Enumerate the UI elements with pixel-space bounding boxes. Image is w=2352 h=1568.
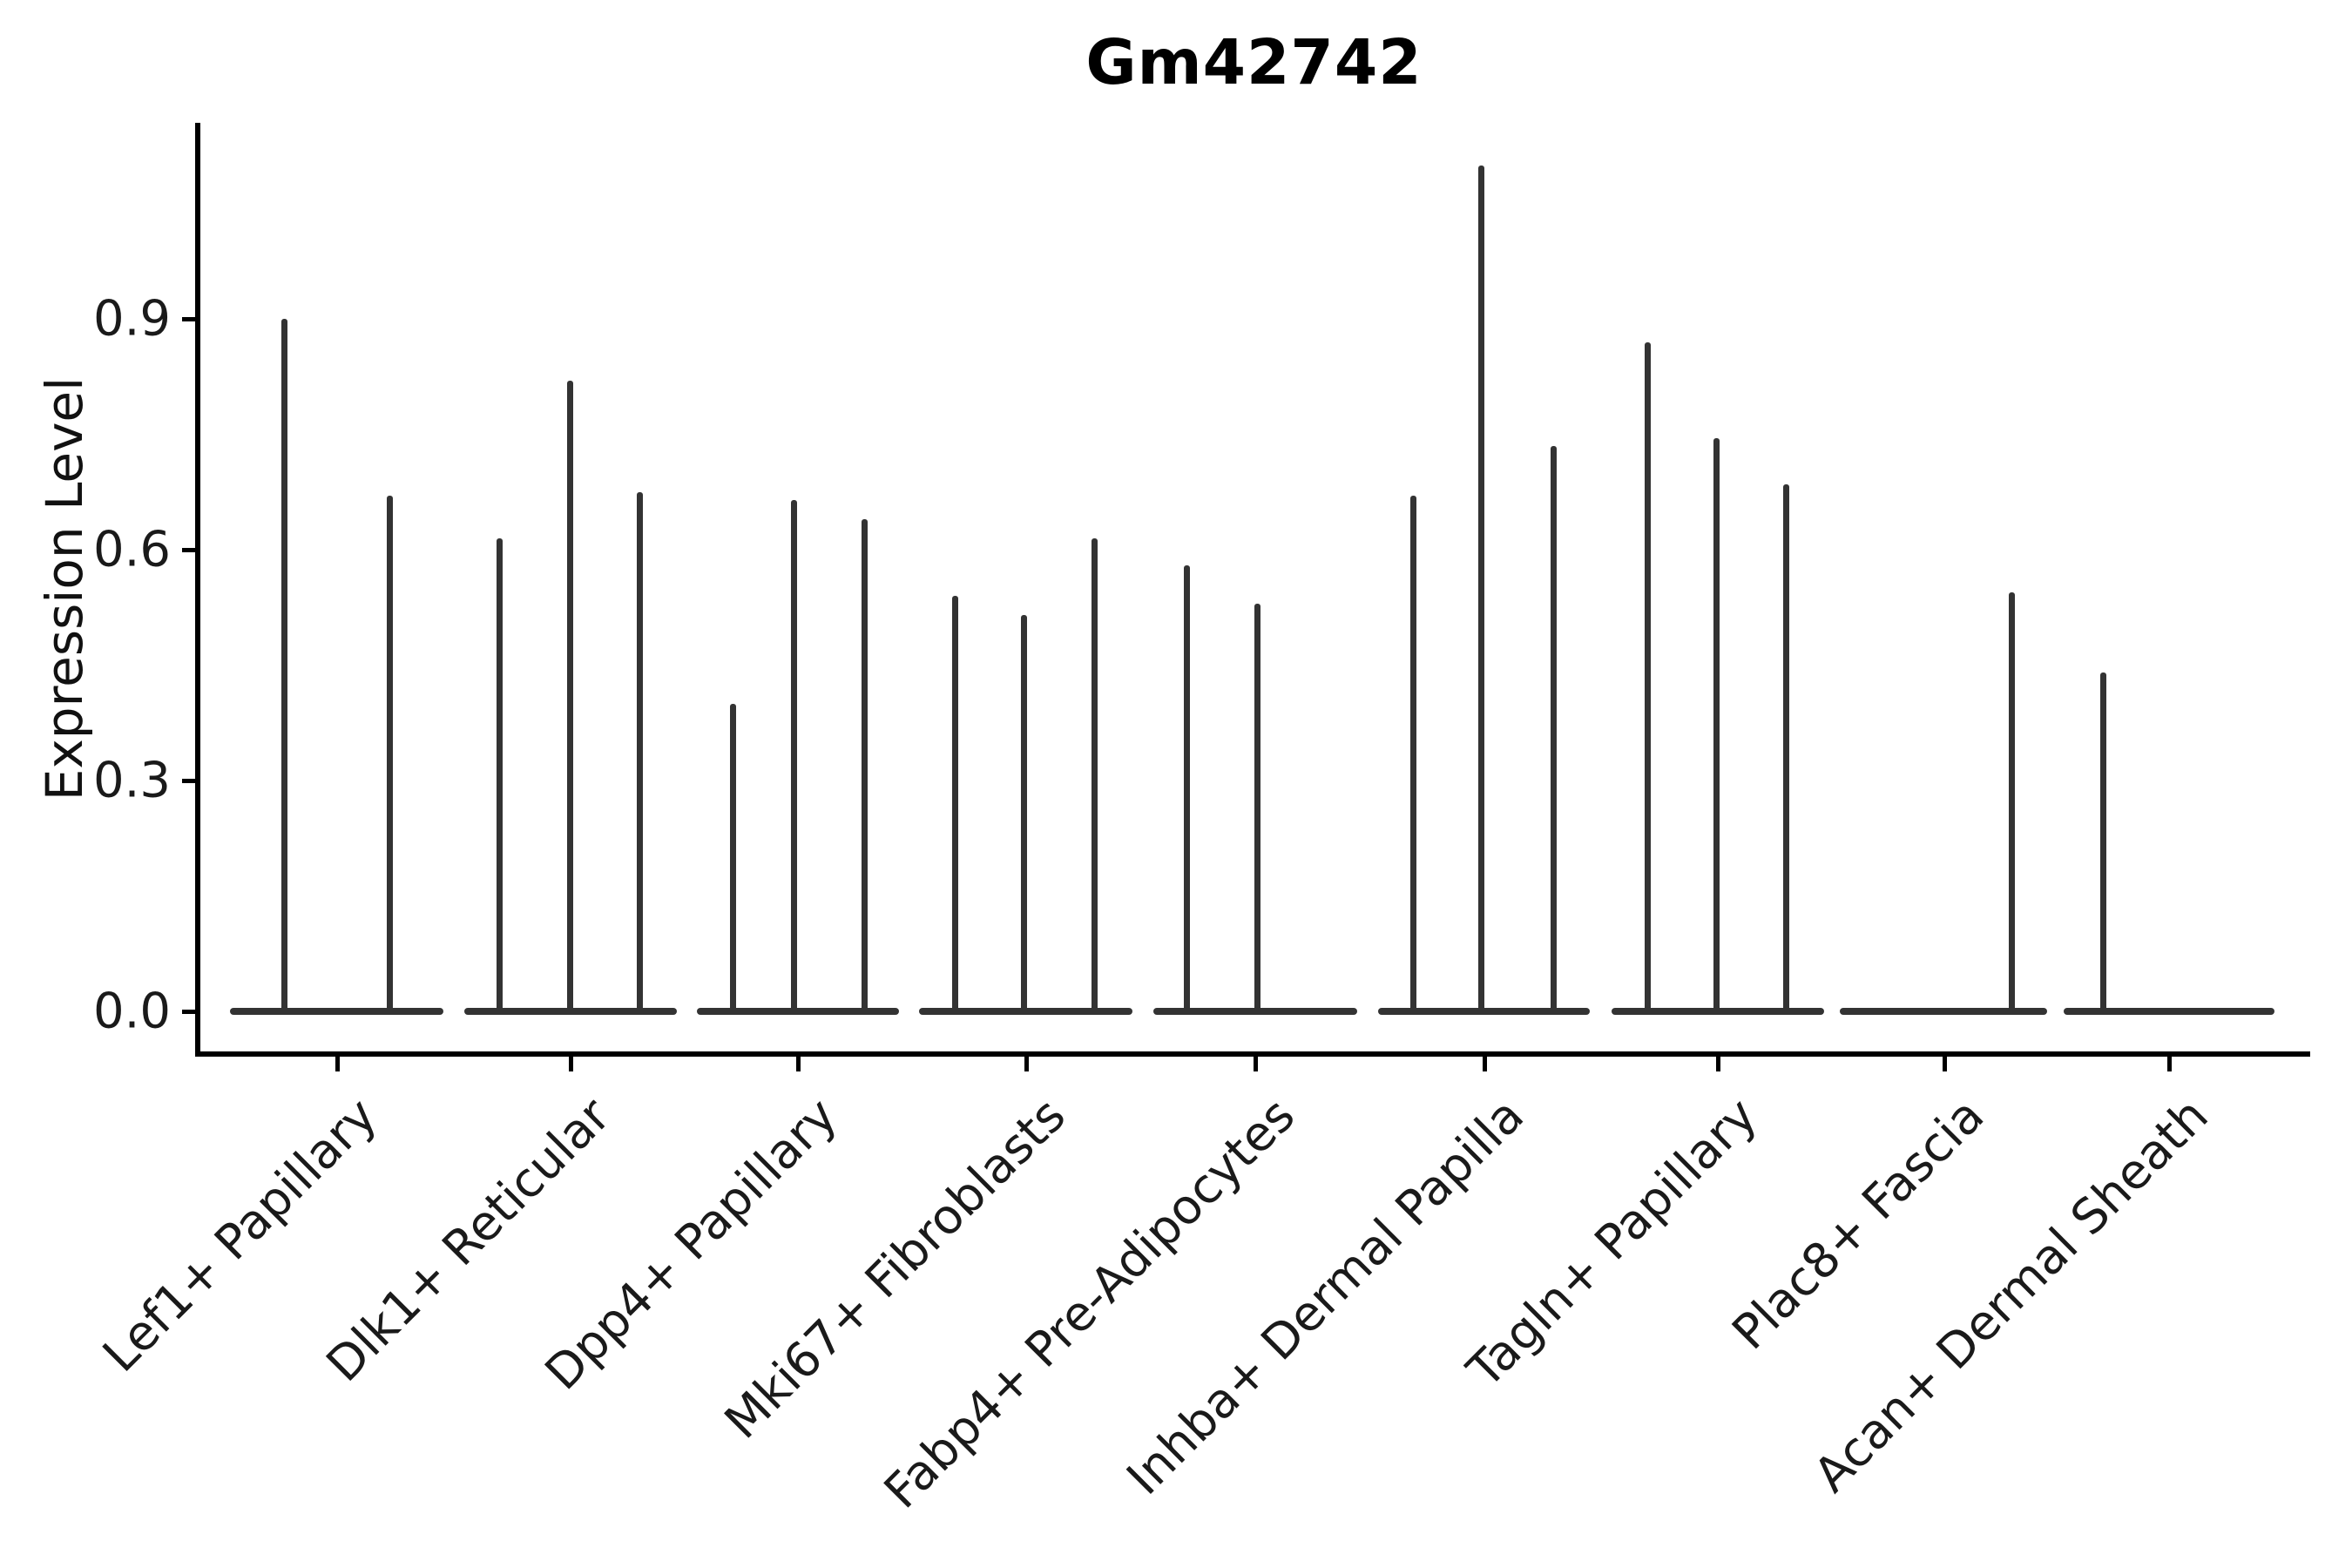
- violin-baseline: [230, 1008, 443, 1015]
- violin-spike: [1020, 615, 1027, 1013]
- violin-spike: [1713, 438, 1720, 1013]
- violin-spike: [1183, 564, 1190, 1013]
- violin-spike: [2008, 591, 2015, 1013]
- y-tick-mark: [182, 547, 195, 552]
- violin-spike: [636, 491, 643, 1013]
- violin-spike: [861, 518, 868, 1013]
- violin-baseline: [1840, 1008, 2047, 1015]
- plot-title: Gm42742: [1085, 26, 1423, 98]
- x-tick-mark: [1024, 1054, 1029, 1071]
- y-tick-label: 0.9: [92, 290, 171, 348]
- violin-spike: [2099, 672, 2106, 1013]
- violin-spike: [386, 496, 393, 1013]
- violin-spike: [1477, 165, 1484, 1013]
- x-tick-label: Inhba+ Dermal Papilla: [1116, 1087, 1535, 1506]
- violin-baseline: [1378, 1008, 1590, 1015]
- y-tick-mark: [182, 778, 195, 783]
- x-tick-mark: [2166, 1054, 2172, 1071]
- violin-spike: [1550, 445, 1557, 1013]
- y-tick-label: 0.0: [92, 983, 171, 1040]
- violin-spike: [951, 596, 958, 1013]
- violin-baseline: [2064, 1008, 2274, 1015]
- x-tick-mark: [1715, 1054, 1720, 1071]
- y-axis-title: Expression Level: [35, 376, 94, 801]
- violin-spike: [280, 319, 287, 1013]
- violin-spike: [1091, 537, 1098, 1013]
- x-tick-mark: [335, 1054, 340, 1071]
- y-tick-label: 0.6: [92, 521, 171, 578]
- violin-spike: [566, 380, 573, 1013]
- violin-spike: [729, 703, 736, 1013]
- violin-baseline: [697, 1008, 899, 1015]
- y-tick-label: 0.3: [92, 752, 171, 809]
- x-tick-mark: [1482, 1054, 1487, 1071]
- x-tick-mark: [1253, 1054, 1258, 1071]
- y-tick-mark: [182, 316, 195, 321]
- violin-spike: [1409, 496, 1416, 1013]
- violin-spike: [1782, 484, 1789, 1013]
- violin-spike: [1254, 604, 1260, 1013]
- x-tick-label: Fabp4+ Pre-Adipocytes: [873, 1087, 1306, 1519]
- x-tick-mark: [795, 1054, 801, 1071]
- violin-spike: [496, 537, 503, 1013]
- violin-spike: [790, 499, 797, 1013]
- violin-spike: [1644, 341, 1651, 1013]
- x-axis-line: [195, 1051, 2310, 1057]
- y-axis-line: [195, 123, 200, 1057]
- x-tick-label: Acan+ Dermal Sheath: [1803, 1087, 2220, 1504]
- y-tick-mark: [182, 1009, 195, 1014]
- x-tick-mark: [1942, 1054, 1947, 1071]
- x-tick-mark: [568, 1054, 573, 1071]
